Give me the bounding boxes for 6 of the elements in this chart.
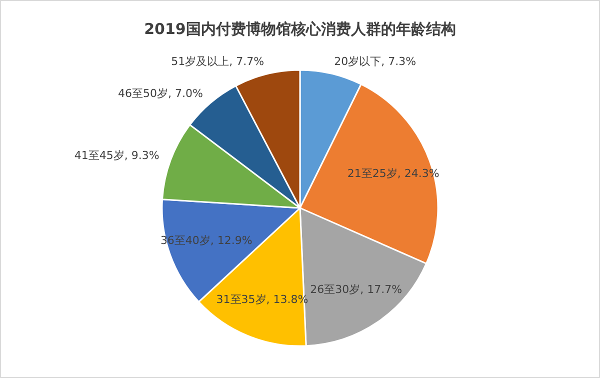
slice-label: 20岁以下, 7.3% [334, 54, 418, 69]
slice-label: 41至45岁, 9.3% [73, 148, 160, 163]
slice-label: 26至30岁, 17.7% [310, 283, 402, 296]
chart-title: 2019国内付费博物馆核心消费人群的年龄结构 [144, 20, 456, 38]
slice-label: 46至50岁, 7.0% [117, 86, 203, 101]
slice-label: 51岁及以上, 7.7% [170, 55, 264, 70]
